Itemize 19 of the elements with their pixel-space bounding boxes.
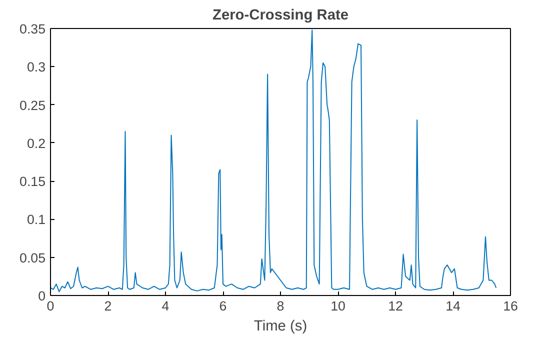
y-tick-label: 0.15 [20, 174, 46, 190]
y-tick-label: 0.1 [26, 212, 46, 228]
x-tick-label: 14 [446, 298, 461, 314]
y-tick-label: 0.05 [20, 250, 46, 266]
y-tick-label: 0.3 [26, 60, 46, 75]
x-tick-label: 2 [104, 298, 112, 314]
y-tick-label: 0.35 [20, 22, 46, 36]
line-series [50, 30, 497, 292]
x-tick-label: 10 [330, 298, 346, 314]
chart-title: Zero-Crossing Rate [212, 8, 348, 24]
x-axis-title: Time (s) [254, 318, 308, 334]
y-tick-label: 0.2 [26, 136, 46, 151]
x-tick-label: 12 [388, 298, 403, 314]
x-tick-label: 4 [162, 298, 170, 314]
y-tick-label: 0 [38, 288, 46, 304]
x-tick-label: 16 [503, 298, 518, 314]
y-tick-label: 0.25 [20, 98, 46, 113]
x-tick-label: 6 [219, 298, 227, 314]
x-tick-label: 8 [276, 298, 284, 314]
